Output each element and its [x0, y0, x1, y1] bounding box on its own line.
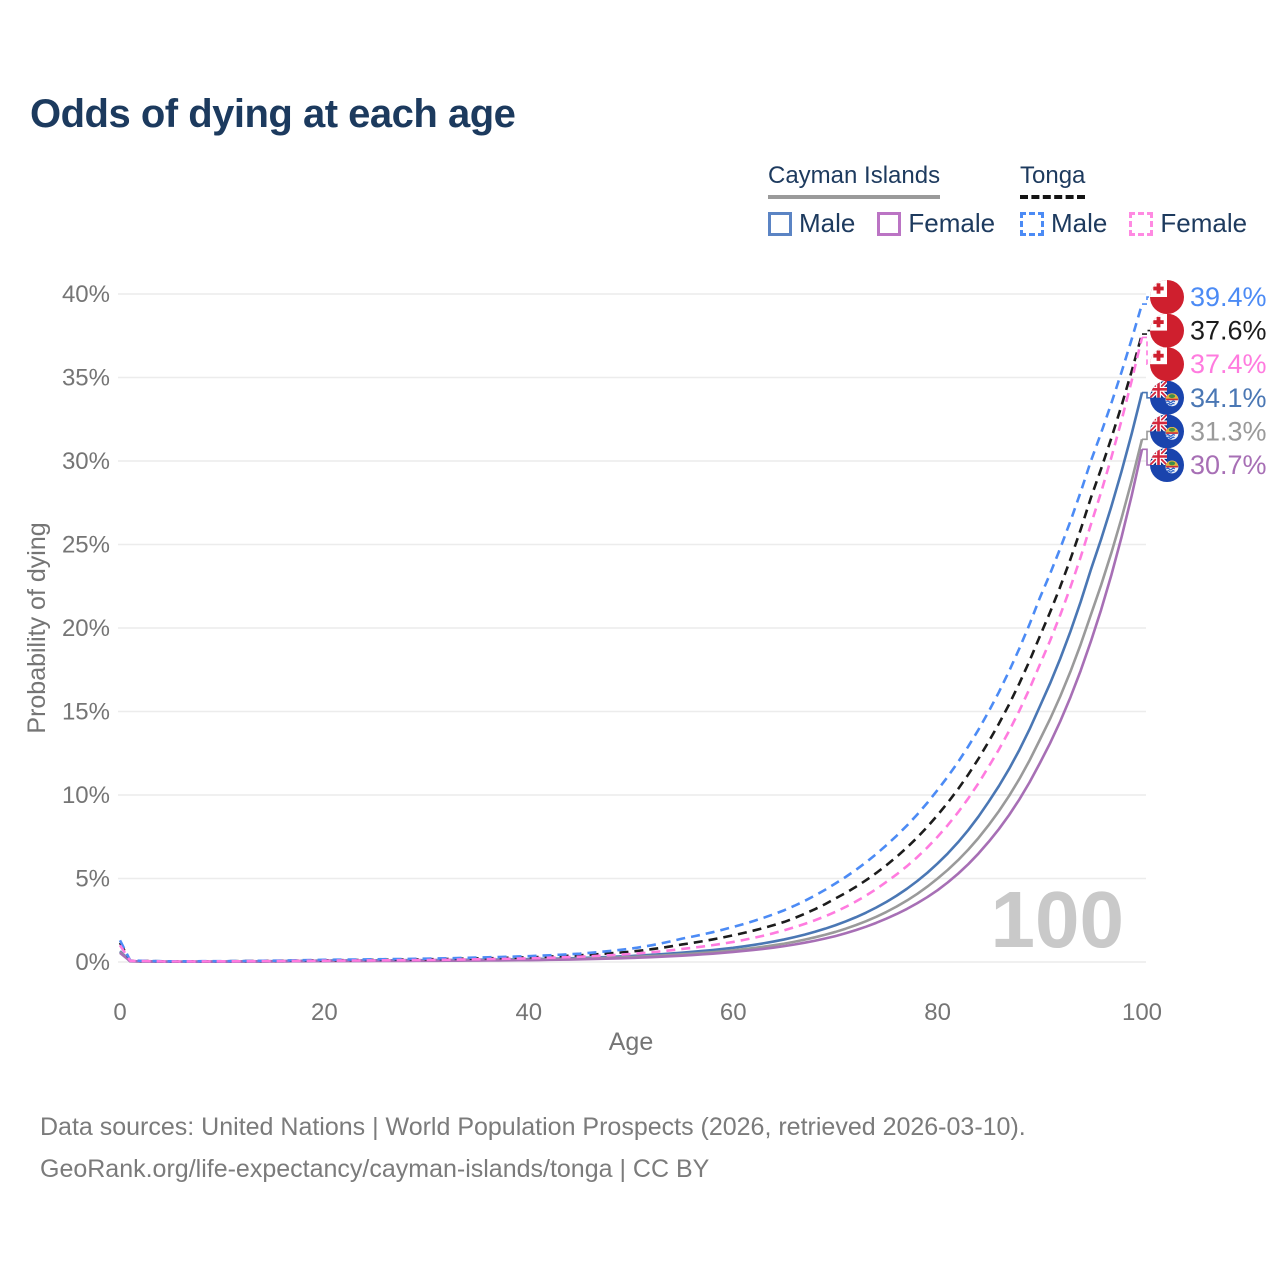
cayman-crest-icon	[1165, 393, 1179, 407]
end-value-label: 37.4%	[1190, 349, 1267, 379]
union-jack-icon	[1150, 448, 1167, 465]
end-value-label: 34.1%	[1190, 383, 1267, 413]
series-line-tonga-male	[118, 303, 1144, 963]
union-jack-icon	[1150, 414, 1167, 432]
legend-header-cayman-islands[interactable]: Cayman Islands	[768, 162, 941, 199]
legend-header-tonga[interactable]: Tonga	[1020, 162, 1086, 199]
y-tick-label: 25%	[62, 532, 110, 559]
cayman-islands-flag-icon	[1150, 380, 1184, 415]
axes: 0 20 40 60 80 100 Age Probability of dying	[23, 522, 1162, 1056]
series-line-cayman-female	[119, 449, 1144, 964]
legend-item-label: Female	[1160, 208, 1248, 238]
x-tick-label: 80	[924, 999, 951, 1026]
tonga-male-swatch-icon	[1020, 211, 1044, 236]
legend-item-cayman-male[interactable]: Male	[768, 208, 855, 239]
data-source-line: Data sources: United Nations | World Pop…	[40, 1113, 1026, 1141]
x-tick-label: 0	[113, 999, 126, 1026]
label-connector	[1142, 336, 1152, 366]
y-tick-label: 20%	[62, 615, 110, 642]
y-tick-label: 5%	[75, 866, 110, 893]
tonga-female-swatch-icon	[1129, 211, 1154, 236]
legend-item-label: Male	[799, 208, 856, 238]
end-value-label: 31.3%	[1190, 416, 1267, 446]
x-tick-label: 40	[515, 999, 542, 1026]
footer: Data sources: United Nations | World Pop…	[40, 1106, 1026, 1190]
legend-item-tonga-female[interactable]: Female	[1129, 208, 1247, 239]
y-tick-label: 15%	[62, 699, 110, 726]
y-tick-label: 10%	[62, 782, 110, 809]
legend-item-label: Female	[908, 208, 996, 238]
x-axis-title: Age	[609, 1028, 653, 1056]
cayman-islands-flag-icon	[1150, 414, 1184, 449]
series-line-cayman-male	[119, 392, 1144, 963]
y-tick-label: 40%	[62, 281, 110, 308]
page-title: Odds of dying at each age	[30, 92, 516, 136]
end-value-label: 30.7%	[1190, 450, 1267, 480]
legend-item-tonga-male[interactable]: Male	[1020, 208, 1107, 239]
attribution-line: GeoRank.org/life-expectancy/cayman-islan…	[40, 1155, 710, 1183]
cayman-female-swatch-icon	[877, 211, 902, 236]
end-value-label: 39.4%	[1190, 282, 1267, 312]
tonga-flag-icon	[1150, 313, 1184, 348]
y-tick-label: 35%	[62, 365, 110, 392]
label-connector	[1142, 391, 1152, 399]
legend-items-tonga: Male Female	[1020, 208, 1269, 239]
label-connector	[1142, 448, 1152, 466]
tonga-flag-icon	[1150, 280, 1184, 314]
age-watermark: 100	[991, 875, 1124, 964]
legend-items-cayman: Male Female	[768, 208, 1017, 239]
y-tick-label: 30%	[62, 448, 110, 475]
cayman-islands-flag-icon	[1150, 448, 1184, 482]
legend-group-cayman-islands: Cayman Islands Male Female	[768, 162, 1017, 239]
cayman-crest-icon	[1165, 460, 1179, 474]
label-connector	[1142, 430, 1152, 441]
legend-item-cayman-female[interactable]: Female	[877, 208, 995, 239]
gridlines: 0% 5% 10% 15% 20% 25% 30% 35% 40%	[62, 281, 1146, 976]
end-value-label: 37.6%	[1190, 316, 1267, 346]
cayman-crest-icon	[1165, 427, 1179, 440]
tonga-flag-icon	[1150, 347, 1184, 382]
y-tick-label: 0%	[75, 949, 110, 976]
legend: Cayman Islands Male Female Tonga Male	[0, 162, 1280, 242]
legend-group-tonga: Tonga Male Female	[1020, 162, 1269, 239]
label-connector	[1142, 329, 1152, 335]
y-axis-title: Probability of dying	[23, 522, 51, 733]
union-jack-icon	[1150, 380, 1167, 398]
x-tick-label: 100	[1122, 999, 1162, 1026]
cayman-male-swatch-icon	[768, 211, 792, 236]
series-line-cayman-all	[119, 438, 1144, 963]
series-line-tonga-all	[118, 333, 1144, 963]
series-line-tonga-female	[118, 337, 1144, 963]
legend-item-label: Male	[1051, 208, 1108, 238]
x-tick-label: 60	[720, 999, 747, 1026]
series-lines	[118, 303, 1144, 964]
x-tick-label: 20	[311, 999, 338, 1026]
label-connector	[1142, 296, 1152, 305]
